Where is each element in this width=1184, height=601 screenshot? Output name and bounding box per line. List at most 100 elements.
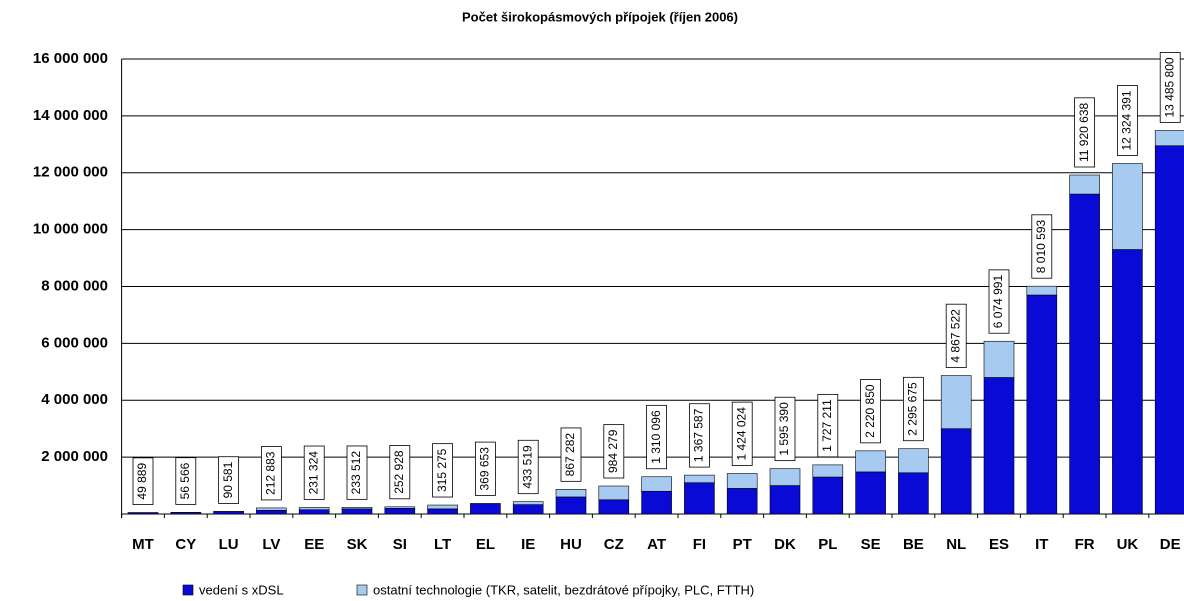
total-label-text: 56 566: [178, 462, 192, 499]
total-label: 984 279: [603, 424, 625, 479]
x-tick-label: IE: [521, 536, 535, 553]
x-tick-label: BE: [903, 536, 924, 553]
bar-segment: [769, 485, 801, 515]
bar-segment: [427, 504, 458, 510]
x-tick-label: SE: [861, 536, 881, 553]
total-label-box: [860, 379, 881, 444]
total-label-box: [817, 393, 839, 458]
bar-segment: [684, 474, 715, 484]
total-label: 1 424 024: [731, 401, 753, 466]
total-label-text: 212 883: [264, 451, 278, 495]
bar-segment: [256, 507, 287, 511]
bar-segment: [812, 476, 844, 515]
total-label-box: [689, 403, 710, 468]
total-label-text: 433 519: [520, 445, 534, 489]
x-tick-label: CZ: [604, 536, 624, 553]
x-tick-label: LV: [262, 536, 280, 553]
bar-segment: [341, 507, 373, 510]
total-label-text: 315 275: [435, 448, 449, 492]
total-label-text: 252 928: [392, 450, 406, 494]
total-label: 252 928: [389, 445, 411, 500]
x-tick-label: CY: [175, 536, 196, 553]
bar-segment: [470, 503, 501, 515]
bar-segment: [641, 476, 672, 492]
bar-segment: [641, 490, 672, 515]
x-tick-label: IT: [1035, 536, 1048, 553]
total-label-text: 2 220 850: [863, 384, 877, 438]
x-tick-label: LU: [219, 536, 239, 553]
total-label-text: 1 310 096: [649, 410, 663, 464]
bar-segment: [555, 489, 587, 498]
bar-segment: [940, 375, 972, 429]
bar-segment: [983, 340, 1015, 378]
x-tick-label: EL: [476, 536, 495, 553]
bar-segment: [384, 508, 416, 515]
total-label-text: 1 595 390: [777, 402, 791, 456]
bar-segment: [769, 468, 801, 486]
legend-label: ostatní technologie (TKR, satelit, bezdr…: [373, 582, 754, 597]
total-label-box: [432, 443, 454, 498]
total-label-text: 2 295 675: [906, 382, 920, 436]
bar-segment: [898, 472, 929, 515]
bar-segment: [1154, 130, 1184, 147]
total-label: 867 282: [560, 427, 582, 482]
total-label-box: [260, 446, 282, 501]
total-label-box: [303, 445, 325, 500]
bar-segment: [726, 488, 758, 515]
total-label: 2 220 850: [860, 379, 881, 444]
total-label: 212 883: [260, 446, 282, 501]
legend-label: vedení s xDSL: [199, 582, 284, 597]
y-tick-label: 6 000 000: [41, 334, 108, 351]
bar-segment: [512, 501, 544, 505]
total-label-box: [603, 424, 625, 479]
total-label-box: [389, 445, 411, 500]
bar-segment: [983, 377, 1015, 515]
total-label-box: [945, 303, 967, 368]
bar-segment: [726, 473, 758, 489]
total-label-box: [1031, 214, 1053, 279]
y-tick-label: 10 000 000: [33, 221, 108, 238]
bar-segment: [855, 450, 886, 473]
total-label: 90 581: [218, 456, 240, 504]
total-label-box: [1074, 97, 1095, 168]
bar-segment: [512, 504, 544, 515]
total-label-text: 1 727 211: [820, 399, 834, 452]
total-label: 12 324 391: [1117, 85, 1138, 156]
total-label: 1 595 390: [774, 396, 796, 462]
total-label: 1 727 211: [817, 393, 839, 458]
bar-segment: [898, 448, 929, 474]
bar-segment: [256, 510, 287, 515]
total-label-box: [218, 456, 240, 504]
total-label-text: 233 512: [349, 451, 363, 495]
total-label: 8 010 593: [1031, 214, 1053, 279]
bar-segment: [1112, 249, 1143, 515]
chart-title: Počet širokopásmových přípojek (říjen 20…: [462, 9, 738, 24]
x-tick-label: SK: [347, 536, 368, 553]
total-label: 433 519: [517, 439, 539, 495]
total-label: 56 566: [175, 457, 197, 505]
y-tick-label: 2 000 000: [41, 448, 108, 465]
total-label-text: 90 581: [221, 461, 235, 498]
total-label-text: 369 653: [478, 447, 492, 491]
total-label: 49 889: [132, 457, 154, 505]
bar-segment: [384, 506, 416, 509]
total-label-text: 11 920 638: [1077, 103, 1091, 162]
x-tick-label: AT: [647, 536, 666, 553]
total-label: 2 295 675: [903, 376, 924, 442]
total-label-box: [774, 396, 796, 462]
x-tick-label: HU: [560, 536, 582, 553]
total-label-text: 4 867 522: [948, 309, 962, 363]
total-label-box: [1159, 52, 1181, 123]
legend-swatch: [182, 584, 194, 596]
x-tick-label: UK: [1117, 536, 1139, 553]
x-tick-label: PT: [733, 536, 752, 553]
x-tick-label: FR: [1075, 536, 1095, 553]
x-tick-label: DK: [774, 536, 796, 553]
bar-segment: [1026, 294, 1058, 515]
bar-segment: [1112, 163, 1143, 250]
total-label-text: 13 485 800: [1162, 57, 1176, 117]
bar-segment: [940, 428, 972, 515]
y-tick-label: 8 000 000: [41, 277, 108, 294]
y-tick-label: 4 000 000: [41, 391, 108, 408]
